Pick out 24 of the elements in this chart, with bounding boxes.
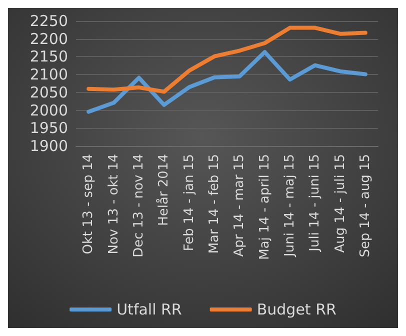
y-tick-label: 2100 xyxy=(30,66,68,84)
x-tick-label: Apr 14 - mar 15 xyxy=(232,154,248,257)
x-tick-label: Feb 14 - jan 15 xyxy=(182,154,197,252)
x-tick-label: Aug 14 - juli 15 xyxy=(332,154,348,253)
y-tick-label: 2250 xyxy=(30,12,68,30)
legend-label: Utfall RR xyxy=(116,300,182,318)
y-tick-label: 2000 xyxy=(30,101,68,120)
x-tick-label: Dec 13 - nov 14 xyxy=(131,154,146,258)
x-tick-label: Helår 2014 xyxy=(156,154,172,226)
x-tick-label: Okt 13 - sep 14 xyxy=(81,154,96,254)
line-series xyxy=(86,50,368,114)
line-series xyxy=(86,26,368,94)
y-tick-label: 2200 xyxy=(30,30,68,48)
x-tick-label: Sep 14 - aug 15 xyxy=(358,154,373,258)
x-tick-label: Maj 14 - april 15 xyxy=(257,154,272,260)
y-tick-label: 1900 xyxy=(30,137,68,155)
x-tick-label: Mar 14 - feb 15 xyxy=(206,154,222,254)
legend-label: Budget RR xyxy=(256,300,336,318)
y-tick-label: 2050 xyxy=(30,83,68,102)
x-tick-label: Nov 13 - okt 14 xyxy=(106,154,122,254)
y-tick-label: 2150 xyxy=(30,48,68,66)
y-tick-label: 1950 xyxy=(30,119,68,138)
x-tick-label: Juni 14 - maj 15 xyxy=(282,154,298,258)
x-tick-label: Juli 14 - juni 15 xyxy=(308,154,323,252)
